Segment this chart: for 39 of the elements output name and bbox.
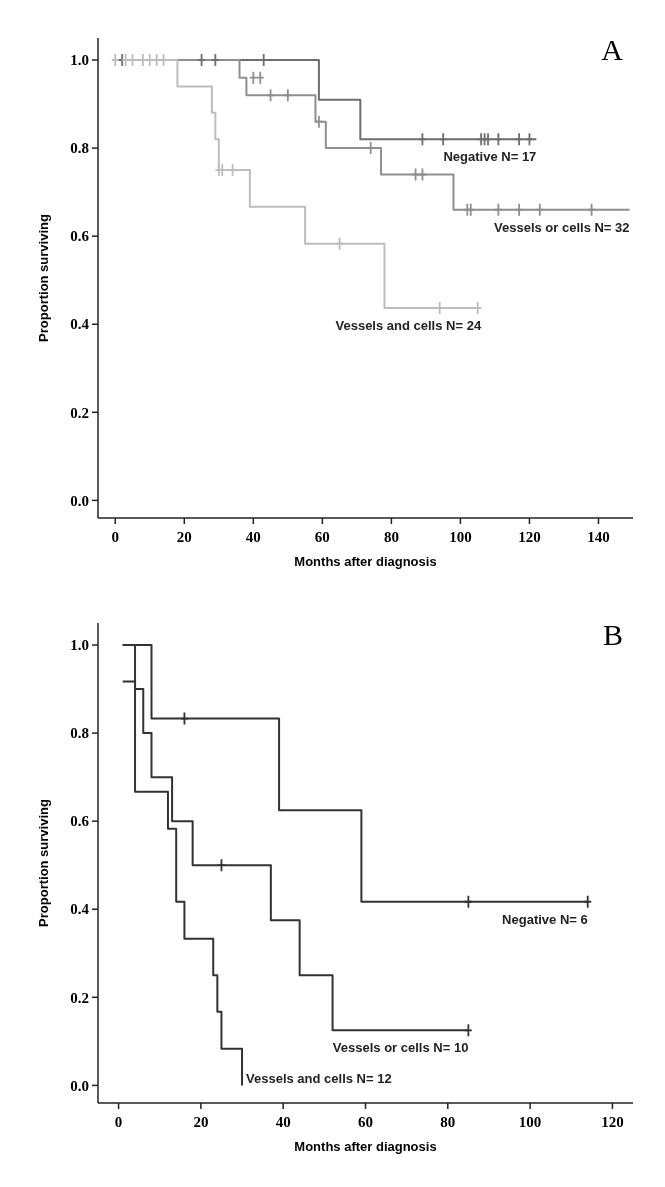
x-tick-label: 40: [275, 1114, 291, 1130]
x-tick-label: 60: [358, 1114, 373, 1130]
series-label: Negative N= 17: [443, 149, 537, 165]
series-label: Vessels or cells N= 32: [494, 219, 630, 235]
y-tick-label: 1.0: [70, 52, 89, 69]
x-axis-title: Months after diagnosis: [294, 1139, 437, 1154]
x-tick-label: 20: [176, 529, 192, 545]
series-label: Vessels and cells N= 12: [246, 1071, 392, 1087]
y-axis-title: Proportion surviving: [36, 214, 51, 342]
x-tick-label: 60: [314, 529, 330, 545]
y-tick-label: 0.8: [70, 140, 89, 157]
series-label: Vessels or cells N= 10: [332, 1040, 469, 1056]
y-tick-label: 0.4: [70, 901, 90, 918]
y-tick-label: 0.8: [70, 725, 89, 742]
x-tick-label: 20: [193, 1114, 209, 1130]
x-tick-label: 80: [383, 529, 399, 545]
y-tick-label: 0.2: [70, 989, 89, 1006]
x-tick-label: 40: [245, 529, 261, 545]
y-tick-label: 1.0: [70, 637, 89, 654]
annotation: B: [602, 618, 623, 651]
y-axis-title: Proportion surviving: [36, 799, 51, 927]
x-tick-label: 0: [111, 529, 120, 545]
y-tick-label: 0.6: [70, 228, 90, 245]
series-label: Negative N= 6: [502, 911, 588, 927]
x-tick-label: 120: [601, 1114, 624, 1130]
x-tick-label: 0: [114, 1114, 123, 1130]
x-tick-label: 80: [440, 1114, 456, 1130]
y-tick-label: 0.2: [70, 404, 89, 421]
x-tick-label: 140: [587, 529, 610, 545]
series-label: Vessels and cells N= 24: [335, 317, 482, 333]
y-tick-label: 0.0: [70, 1077, 89, 1094]
y-tick-label: 0.4: [70, 316, 90, 333]
x-tick-label: 100: [449, 529, 472, 545]
x-axis-title: Months after diagnosis: [294, 554, 437, 569]
annotation: A: [601, 33, 624, 66]
y-tick-label: 0.0: [70, 492, 89, 509]
y-tick-label: 0.6: [70, 813, 90, 830]
x-tick-label: 120: [518, 529, 541, 545]
x-tick-label: 100: [518, 1114, 542, 1130]
